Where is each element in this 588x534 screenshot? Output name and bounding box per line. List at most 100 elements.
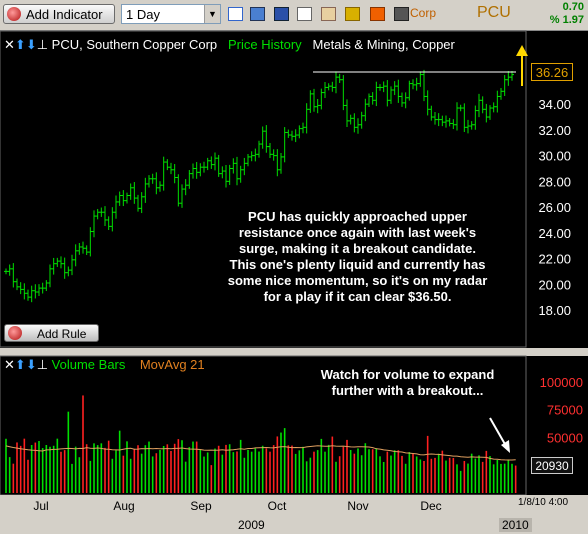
price-bar: [224, 164, 228, 188]
price-bar: [510, 70, 514, 81]
move-up-icon[interactable]: ⬆: [14, 357, 26, 372]
price-bar: [103, 206, 107, 227]
x-year: 2009: [238, 518, 265, 532]
study-name[interactable]: Price History: [228, 37, 302, 52]
add-indicator-button[interactable]: Add Indicator: [3, 4, 115, 24]
price-bar: [385, 80, 390, 107]
price-bar: [352, 113, 357, 133]
price-bar: [381, 81, 386, 93]
chart-icon[interactable]: [228, 7, 243, 21]
price-bar: [411, 79, 415, 90]
x-tick-month: Nov: [347, 499, 369, 513]
price-pane-frame: [0, 30, 527, 348]
current-volume-tag: 20930: [531, 457, 573, 474]
move-up-icon[interactable]: ⬆: [14, 37, 26, 52]
price-bar: [66, 266, 71, 277]
price-bar: [165, 159, 170, 171]
price-bar: [425, 90, 430, 116]
pane-controls-icon[interactable]: ✕: [4, 37, 15, 52]
price-bar: [407, 80, 412, 101]
price-bar: [238, 165, 243, 183]
pin-icon[interactable]: ⊥: [36, 37, 49, 52]
price-bar: [187, 170, 192, 189]
price-bar: [205, 157, 210, 171]
price-bar: [451, 119, 456, 130]
price-bar: [367, 93, 371, 108]
price-bar: [33, 284, 38, 299]
price-tick-label: 32.00: [538, 123, 571, 138]
tools-icon[interactable]: [370, 7, 385, 21]
price-bar: [227, 164, 232, 185]
annotation-line: surge, making it a breakout candidate.: [239, 241, 476, 256]
x-tick-month: Dec: [420, 499, 442, 513]
price-bar: [172, 164, 177, 184]
price-bar: [334, 71, 338, 94]
price-bar: [48, 264, 52, 288]
company-name-partial: Corp: [410, 6, 437, 20]
breakout-arrow-head: [516, 45, 528, 56]
price-bar: [198, 163, 203, 177]
price-bar: [422, 69, 426, 102]
price-bar: [473, 105, 478, 130]
price-bar: [466, 119, 470, 134]
add-rule-button[interactable]: Add Rule: [4, 324, 99, 342]
pane-controls-icon[interactable]: ✕: [4, 357, 15, 372]
price-bar: [88, 227, 93, 257]
price-bar: [319, 88, 324, 110]
price-bar: [359, 111, 364, 129]
change-value: 0.70: [562, 1, 584, 13]
annotation-line: resistance once again with last week's: [238, 225, 477, 240]
price-bar: [84, 245, 89, 256]
price-bar: [315, 98, 320, 114]
add-rule-label: Add Rule: [37, 327, 87, 341]
price-bar: [301, 122, 305, 134]
price-bar: [7, 264, 12, 276]
mail-icon[interactable]: [297, 7, 312, 21]
price-bar: [297, 125, 302, 139]
price-tick-label: 20.00: [538, 277, 571, 292]
price-tick-label: 28.00: [538, 174, 571, 189]
price-bar: [176, 174, 181, 207]
annotation-line: some nice momentum, so it's on my radar: [227, 273, 488, 288]
print-icon[interactable]: [394, 7, 409, 21]
price-bar: [110, 207, 115, 232]
interval-select[interactable]: 1 Day ▼: [121, 4, 221, 24]
sector-name: Metals & Mining, Copper: [312, 37, 455, 52]
price-bar: [231, 158, 236, 174]
volume-arrow-head: [501, 440, 510, 453]
moving-average-label[interactable]: MovAvg 21: [139, 357, 205, 372]
price-tick-label: 34.00: [538, 97, 571, 112]
price-bar: [29, 285, 34, 303]
price-bar: [260, 126, 265, 149]
price-tick-label: 24.00: [538, 226, 571, 241]
price-bar: [194, 162, 199, 179]
annotation-line: PCU has quickly approached upper: [248, 209, 467, 224]
move-down-icon[interactable]: ⬇: [25, 37, 37, 52]
chevron-down-icon: ▼: [204, 5, 220, 23]
price-bar: [22, 283, 27, 300]
pin-icon[interactable]: ⊥: [36, 357, 49, 372]
price-bar: [341, 75, 346, 111]
price-bar: [55, 257, 60, 267]
price-bar: [183, 179, 188, 196]
price-bar: [59, 256, 63, 269]
price-bar: [282, 127, 287, 163]
price-bar: [271, 149, 276, 161]
save-icon[interactable]: [274, 7, 289, 21]
price-bar: [147, 175, 151, 188]
price-tick-label: 30.00: [538, 149, 571, 164]
volume-tick-label: 100000: [540, 375, 583, 390]
pane-separator: [0, 348, 588, 356]
price-bar: [158, 181, 162, 192]
volume-bars-label[interactable]: Volume Bars: [51, 357, 126, 372]
price-pane-header: ✕⬆⬇⊥ PCU, Southern Copper Corp Price His…: [4, 37, 455, 53]
price-bar: [389, 86, 393, 104]
dollar-icon[interactable]: [345, 7, 360, 21]
annotation-volume: Watch for volume to expand further with …: [305, 367, 510, 399]
move-down-icon[interactable]: ⬇: [25, 357, 37, 372]
price-bar: [312, 88, 316, 112]
window-icon[interactable]: [250, 7, 265, 21]
edit-icon[interactable]: [321, 7, 336, 21]
price-bar: [114, 195, 118, 219]
